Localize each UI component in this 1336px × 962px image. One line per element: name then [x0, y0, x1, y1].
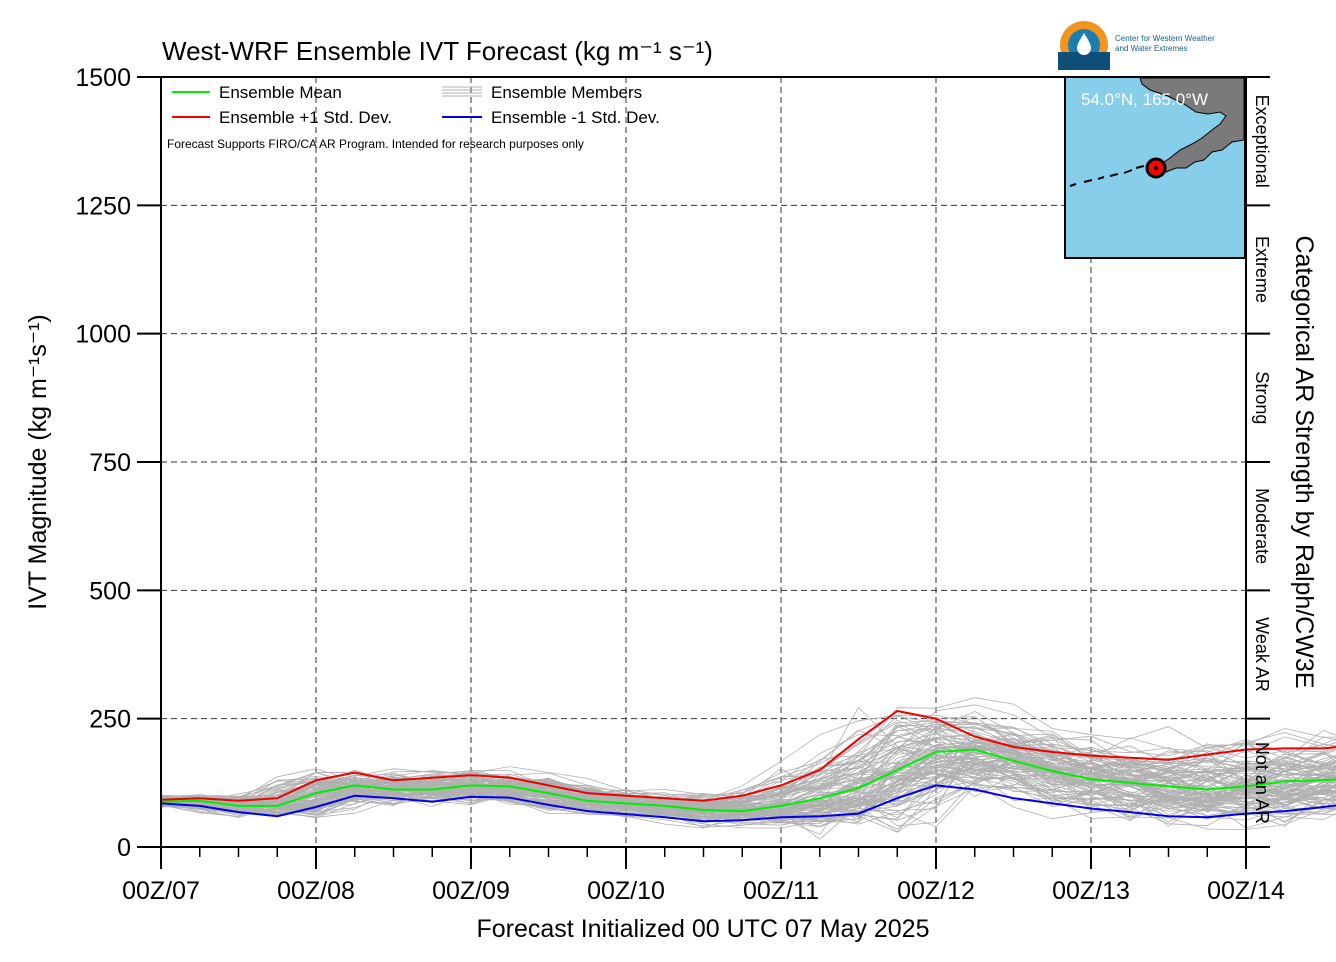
logo-waves-icon [1058, 52, 1110, 70]
x-tick-label: 00Z/07 [122, 877, 200, 905]
logo-line-2: and Water Extremes [1115, 44, 1188, 53]
category-label: Weak AR [1252, 617, 1272, 692]
ensemble-member-line [160, 774, 1336, 820]
category-label: Exceptional [1252, 95, 1272, 188]
ensemble-member-line [160, 725, 1336, 810]
inset-coordinates: 54.0°N, 165.0°W [1081, 90, 1208, 109]
y-tick-label: 1250 [75, 192, 131, 220]
x-tick-label: 00Z/13 [1052, 877, 1130, 905]
x-tick-label: 00Z/10 [587, 877, 665, 905]
chart-title: West-WRF Ensemble IVT Forecast (kg m⁻¹ s… [162, 36, 713, 66]
inset-islands [1069, 165, 1145, 187]
ensemble-member-line [160, 715, 1336, 802]
x-axis-label: Forecast Initialized 00 UTC 07 May 2025 [477, 915, 930, 943]
ensemble-member-line [160, 710, 1336, 799]
legend-label-plus-std: Ensemble +1 Std. Dev. [219, 108, 392, 127]
ensemble-member-line [160, 745, 1336, 813]
legend-label-members: Ensemble Members [491, 83, 642, 102]
ensemble-member-line [160, 755, 1336, 816]
inset-land [1139, 77, 1245, 173]
ensemble-member-line [160, 756, 1336, 818]
location-inset-map: 54.0°N, 165.0°W [1064, 76, 1246, 259]
ensemble-member-line [160, 738, 1336, 809]
x-tick-labels: 00Z/07 00Z/08 00Z/09 00Z/10 00Z/11 00Z/12 00Z/… [122, 877, 1285, 905]
ensemble-member-line [160, 758, 1336, 821]
y-tick-label: 750 [89, 449, 131, 477]
y-axis-label: IVT Magnitude (kg m⁻¹s⁻¹) [24, 314, 52, 609]
ensemble-member-line [161, 738, 1336, 806]
legend-label-mean: Ensemble Mean [219, 83, 342, 102]
y-tick-labels: 0 250 500 750 1000 1250 1500 [75, 64, 131, 862]
x-tick-label: 00Z/12 [897, 877, 975, 905]
cw3e-logo: Center for Western Weather and Water Ext… [1058, 21, 1215, 70]
logo-line-1: Center for Western Weather [1115, 34, 1215, 43]
x-tick-label: 00Z/09 [432, 877, 510, 905]
right-axis-label: Categorical AR Strength by Ralph/CW3E [1290, 236, 1318, 689]
ensemble-member-line [160, 747, 1336, 811]
y-tick-label: 500 [89, 577, 131, 605]
category-label: Moderate [1252, 488, 1272, 564]
y-tick-label: 0 [117, 834, 131, 862]
ensemble-member-line [160, 771, 1336, 840]
x-tick-label: 00Z/08 [277, 877, 355, 905]
legend: Ensemble Mean Ensemble Members Ensemble … [167, 83, 660, 151]
ensemble-member-line [160, 761, 1336, 823]
x-tick-label: 00Z/14 [1207, 877, 1285, 905]
logo-drop-icon [1077, 33, 1091, 55]
ensemble-member-line [160, 749, 1336, 815]
series-layer [160, 709, 1336, 823]
location-marker-center [1154, 166, 1158, 170]
ticks-layer [137, 76, 1247, 869]
ensemble-member-line [160, 758, 1336, 817]
series-line-ensemble-1-std-dev [160, 784, 1336, 823]
legend-label-minus-std: Ensemble -1 Std. Dev. [491, 108, 660, 127]
ensemble-member-line [160, 722, 1336, 806]
category-label: Strong [1252, 371, 1272, 424]
category-label: Not an AR [1252, 742, 1272, 824]
ensemble-member-line [160, 697, 1336, 799]
series-line-ensemble-mean [160, 748, 1336, 813]
y-tick-label: 1000 [75, 321, 131, 349]
series-line-ensemble-1-std-dev [160, 709, 1336, 802]
ensemble-member-line [160, 743, 1336, 807]
category-label: Extreme [1252, 236, 1272, 303]
y-tick-label: 1500 [75, 64, 131, 92]
research-note: Forecast Supports FIRO/CA AR Program. In… [167, 137, 584, 151]
x-tick-label: 00Z/11 [743, 877, 819, 905]
y-tick-label: 250 [89, 706, 131, 734]
legend-swatch-members [442, 86, 482, 97]
ensemble-member-line [160, 729, 1336, 811]
